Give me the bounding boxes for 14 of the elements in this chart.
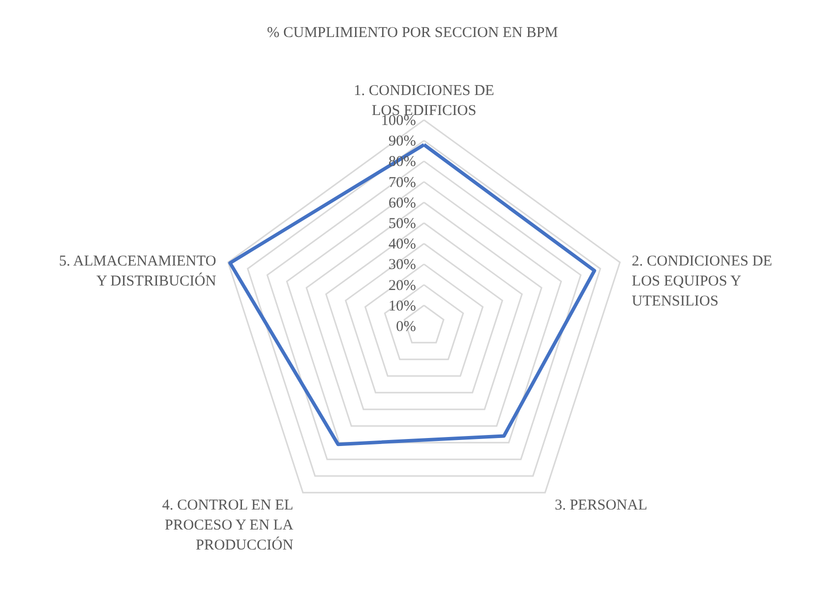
y-tick-label: 70% xyxy=(388,174,416,191)
spoke-label: 3. PERSONAL xyxy=(554,498,648,514)
spoke-label: 2. CONDICIONES DE LOS EQUIPOS Y UTENSILIOS xyxy=(632,253,772,310)
chart-title: % CUMPLIMIENTO POR SECCION EN BPM xyxy=(266,25,558,41)
spoke-label: 5. ALMACENAMIENTO Y DISTRIBUCIÓN xyxy=(58,253,216,290)
y-tick-label: 60% xyxy=(388,195,416,212)
spoke-label: 4. CONTROL EN EL PROCESO Y EN LA PRODUCCIÓN xyxy=(162,498,294,554)
y-tick-label: 20% xyxy=(388,278,416,294)
y-tick-label: 30% xyxy=(388,257,416,274)
y-tick-label: 50% xyxy=(388,216,416,232)
y-tick-label: 90% xyxy=(388,134,416,150)
y-tick-label: 40% xyxy=(388,236,416,253)
y-tick-label: 10% xyxy=(388,298,416,314)
y-tick-label: 0% xyxy=(396,319,416,335)
